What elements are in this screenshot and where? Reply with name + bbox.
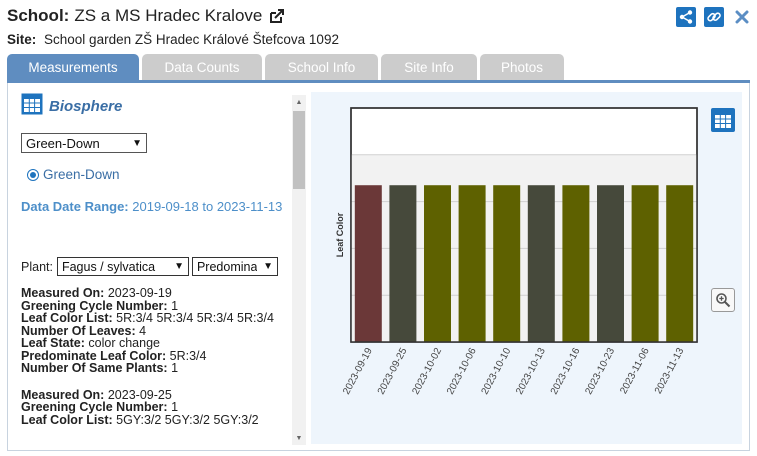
field-label: Leaf Color List: — [21, 311, 113, 325]
chart-bar — [493, 185, 521, 342]
plant-label: Plant: — [21, 259, 53, 274]
header: School: ZS a MS Hradec Kralove Site: Sch… — [7, 6, 757, 50]
plant-row: Plant: Fagus / sylvatica ▼ Predomina ▼ — [21, 257, 278, 276]
plant-select-value: Fagus / sylvatica — [61, 259, 156, 274]
tab-data-counts[interactable]: Data Counts — [142, 54, 262, 80]
predominant-select-value: Predomina — [196, 259, 258, 274]
tab-underline — [7, 80, 750, 83]
school-label: School: — [7, 6, 70, 25]
chart-bar — [354, 185, 382, 342]
chart-bar — [562, 185, 590, 342]
radio-label: Green-Down — [43, 167, 120, 182]
field-value: 1 — [171, 361, 179, 375]
school-name: ZS a MS Hradec Kralove — [74, 6, 263, 25]
date-range-value: 2019-09-18 to 2023-11-13 — [132, 199, 283, 214]
date-range: Data Date Range: 2019-09-18 to 2023-11-1… — [21, 196, 283, 217]
field-value: 1 — [171, 400, 179, 414]
protocol-select[interactable]: Green-Down ▼ — [21, 133, 147, 153]
field-label: Number Of Leaves: — [21, 323, 136, 338]
protocol-select-value: Green-Down — [26, 135, 100, 151]
chevron-down-icon: ▼ — [263, 261, 273, 272]
tab-site-info[interactable]: Site Info — [381, 54, 477, 80]
field-value: color change — [88, 336, 160, 350]
x-tick-label: 2023-10-02 — [410, 346, 444, 397]
scrollbar[interactable]: ▲ ▼ — [292, 95, 306, 445]
chart-pane: 2023-09-19 2023-09-25 2023-10-02 2023-10-06… — [311, 92, 742, 444]
tab-photos[interactable]: Photos — [480, 54, 564, 80]
measurements-panel: Biosphere Green-Down ▼ Green-Down Data D… — [7, 83, 750, 451]
x-tick-label: 2023-10-10 — [480, 346, 514, 397]
field-label: Measured On: — [21, 286, 105, 300]
y-axis-label: Leaf Color — [335, 212, 345, 257]
chart-bar — [666, 185, 694, 342]
site-line: Site: School garden ZŠ Hradec Králové Št… — [7, 32, 339, 47]
chart-bar — [389, 185, 417, 342]
zoom-in-button[interactable] — [711, 288, 735, 312]
green-down-radio[interactable]: Green-Down — [27, 167, 120, 182]
x-tick-label: 2023-11-13 — [653, 346, 687, 396]
close-icon[interactable] — [732, 7, 752, 27]
x-tick-label: 2023-11-06 — [618, 346, 652, 396]
field-label: Leaf Color List: — [21, 412, 113, 427]
field-label: Leaf State: — [21, 336, 85, 350]
field-label: Greening Cycle Number: — [21, 400, 168, 414]
biosphere-title: Biosphere — [49, 97, 123, 115]
chart-bar — [597, 185, 624, 342]
plot-border — [350, 107, 698, 343]
tab-bar: Measurements Data Counts School Info Sit… — [7, 54, 564, 80]
tab-school-info[interactable]: School Info — [265, 54, 378, 80]
field-label: Number Of Same Plants: — [21, 361, 168, 375]
site-label: Site: — [7, 32, 37, 47]
x-tick-label: 2023-09-19 — [341, 346, 375, 397]
scroll-up-icon[interactable]: ▲ — [295, 98, 303, 106]
table-icon — [21, 93, 43, 119]
chevron-down-icon: ▼ — [174, 261, 184, 272]
biosphere-heading: Biosphere — [21, 93, 314, 119]
field-value: 2023-09-25 — [107, 387, 172, 402]
date-range-label: Data Date Range: — [21, 199, 129, 214]
header-actions — [676, 7, 752, 27]
field-value: 5R:3/4 5R:3/4 5R:3/4 5R:3/4 — [116, 311, 274, 325]
plant-select[interactable]: Fagus / sylvatica ▼ — [56, 257, 189, 276]
chart-bar — [424, 185, 451, 342]
scrollbar-thumb[interactable] — [293, 111, 305, 189]
field-label: Predominate Leaf Color: — [21, 348, 167, 363]
field-label: Greening Cycle Number: — [21, 298, 168, 313]
leaf-color-chart: 2023-09-19 2023-09-25 2023-10-02 2023-10-06… — [335, 107, 698, 397]
measurement-records: Measured On: 2023-09-19 Greening Cycle N… — [21, 287, 287, 440]
data-pane: Biosphere Green-Down ▼ Green-Down Data D… — [8, 83, 314, 450]
table-icon — [715, 112, 731, 128]
tab-measurements[interactable]: Measurements — [7, 54, 139, 80]
field-label: Measured On: — [21, 387, 105, 402]
table-view-button[interactable] — [711, 108, 735, 132]
field-value: 2023-09-19 — [107, 286, 172, 300]
x-tick-label: 2023-10-16 — [549, 346, 583, 397]
x-tick-label: 2023-10-23 — [583, 346, 617, 397]
chevron-down-icon: ▼ — [132, 137, 142, 149]
list-item: Measured On: 2023-09-19 Greening Cycle N… — [21, 287, 287, 375]
predominant-select[interactable]: Predomina ▼ — [191, 257, 278, 276]
external-link-icon[interactable] — [268, 7, 286, 25]
chart-bar — [527, 185, 555, 342]
radio-selected-icon — [27, 168, 39, 181]
x-tick-label: 2023-10-06 — [445, 346, 479, 397]
list-item: Measured On: 2023-09-25 Greening Cycle N… — [21, 387, 287, 427]
zoom-in-icon — [716, 293, 731, 308]
share-icon[interactable] — [676, 7, 696, 27]
chart-bar — [458, 185, 486, 342]
school-line: School: ZS a MS Hradec Kralove — [7, 6, 286, 26]
site-name: School garden ZŠ Hradec Králové Štefcova… — [44, 32, 339, 47]
link-icon[interactable] — [704, 7, 724, 27]
field-value: 5GY:3/2 5GY:3/2 5GY:3/2 — [116, 412, 259, 427]
chart-bar — [631, 185, 659, 342]
field-value: 1 — [171, 298, 179, 313]
x-tick-label: 2023-09-25 — [376, 346, 410, 397]
x-tick-label: 2023-10-13 — [514, 346, 548, 397]
field-value: 4 — [139, 323, 147, 338]
field-value: 5R:3/4 — [169, 348, 207, 363]
scroll-down-icon[interactable]: ▼ — [295, 434, 303, 442]
